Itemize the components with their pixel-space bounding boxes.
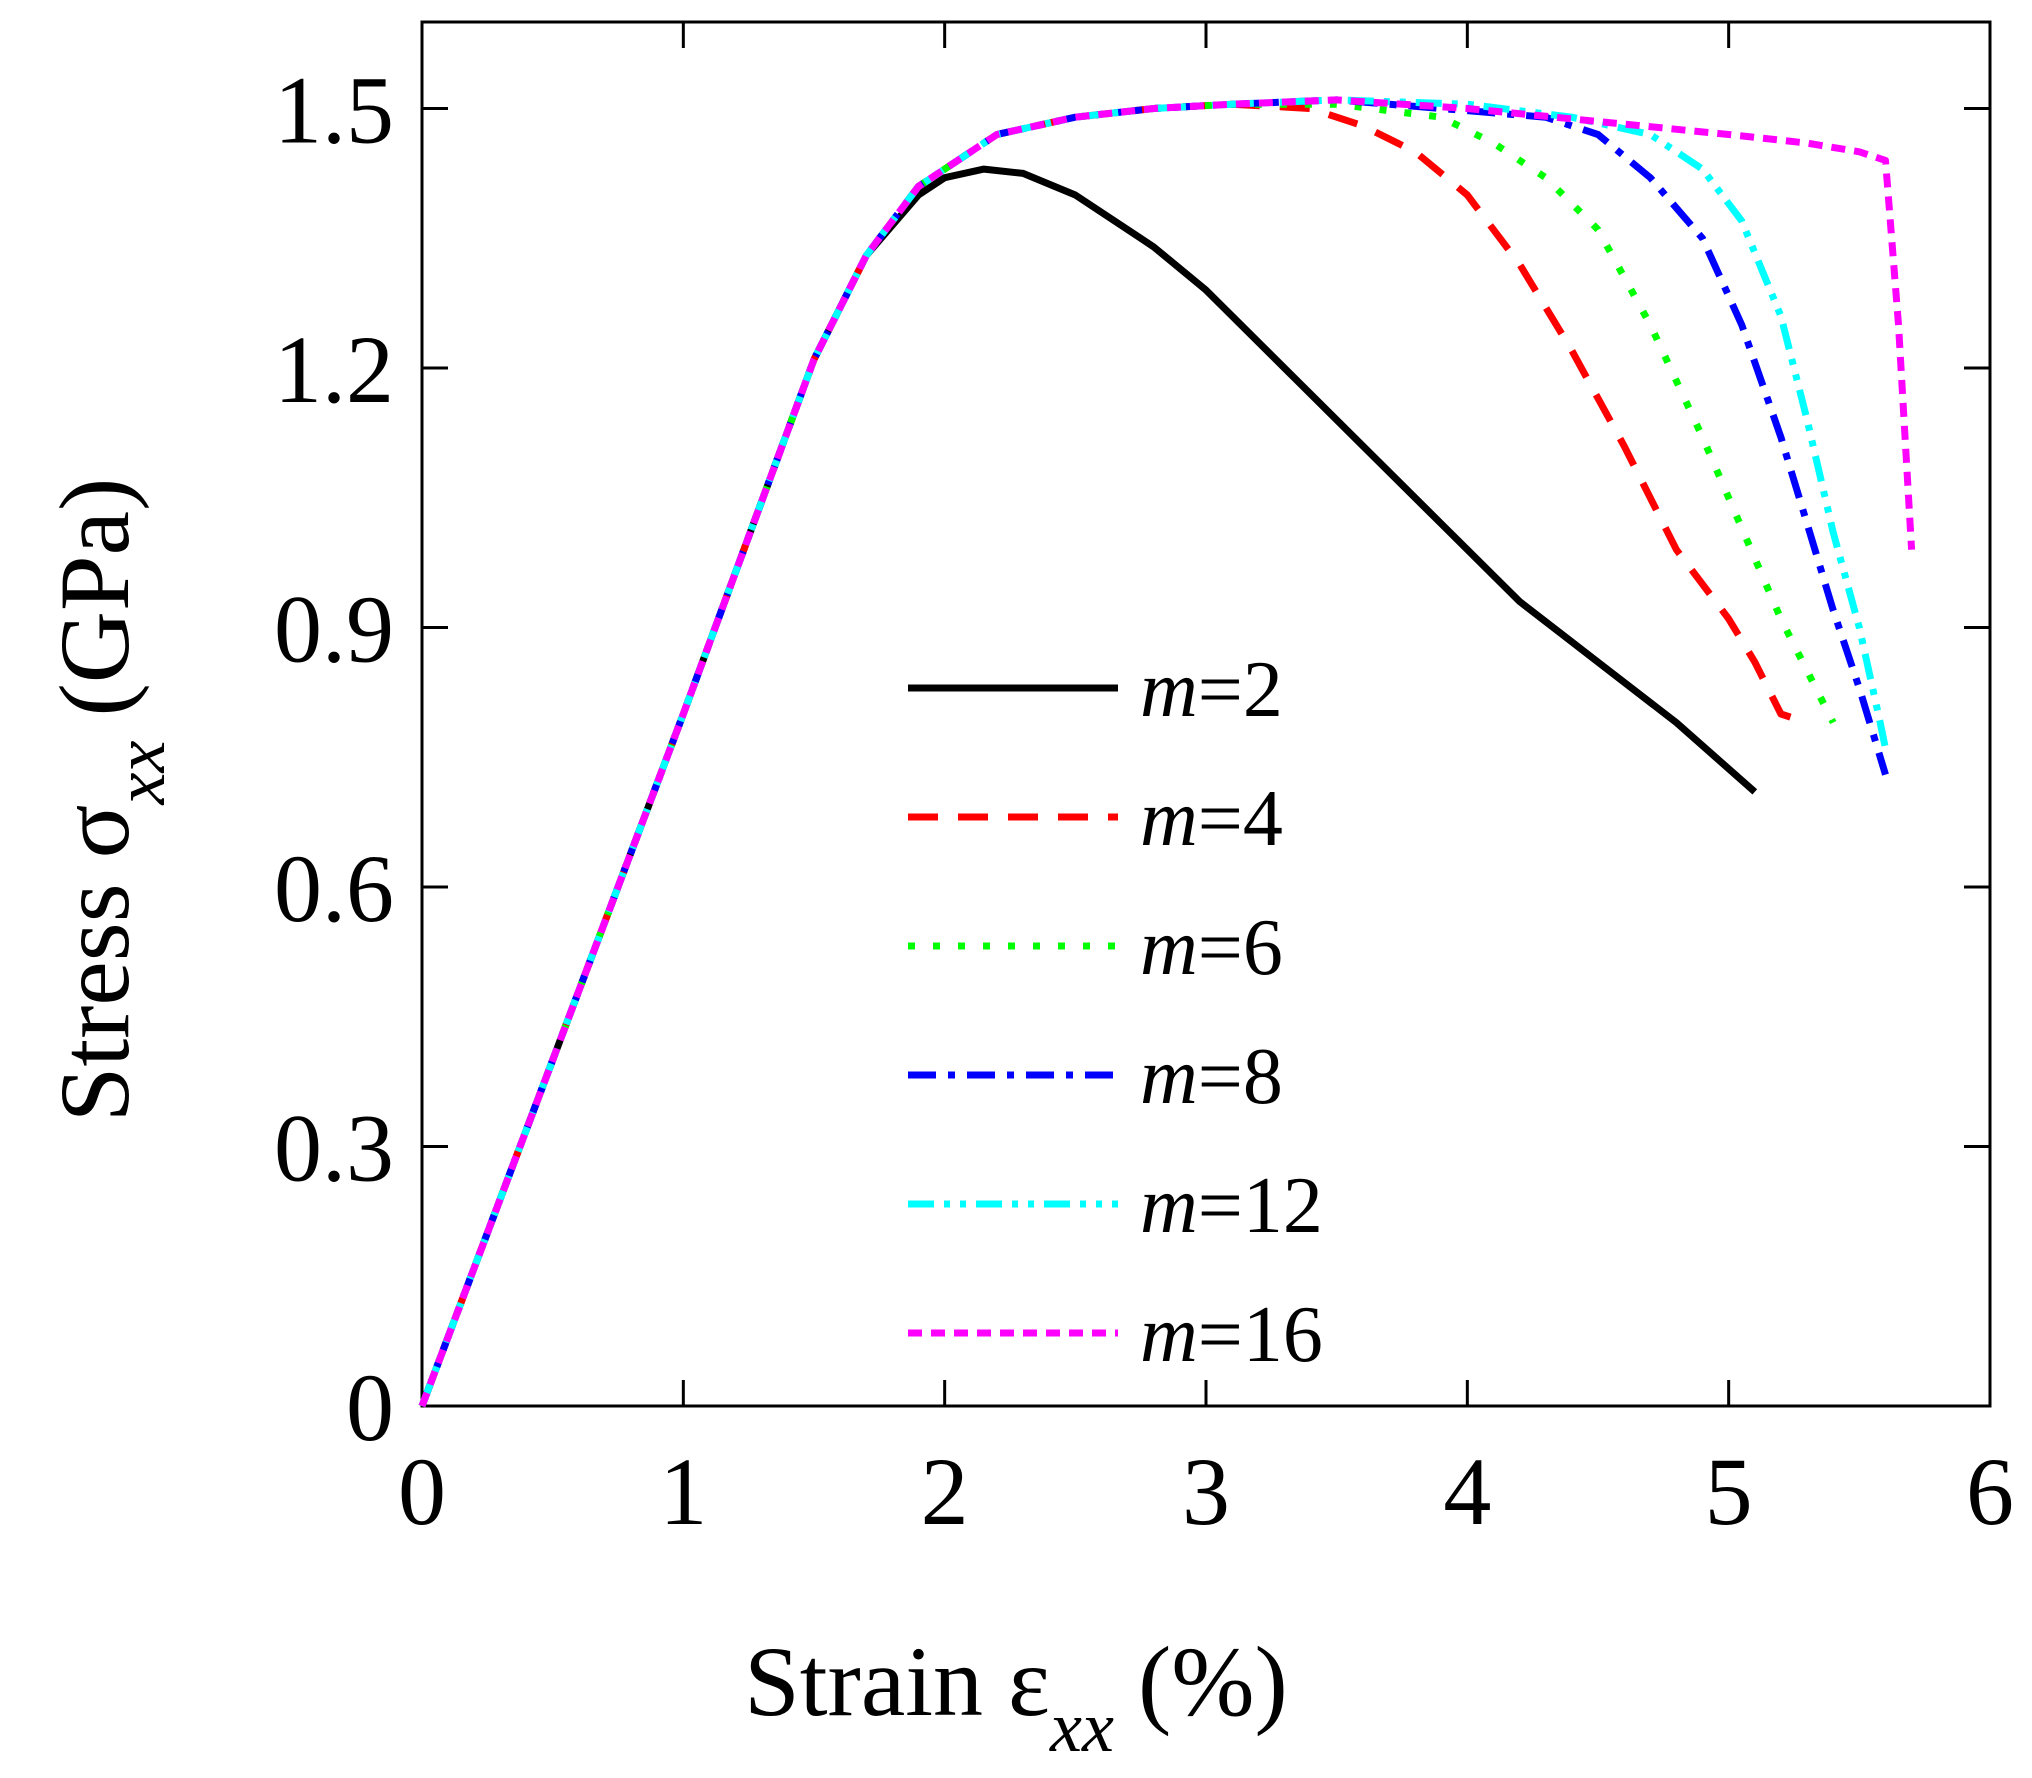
- axis-ticks-group: 0 1 2 3 4 5 6 0 0.3 0.6 0.9 1.2 1.5: [274, 22, 2014, 1545]
- y-axis-title-unit: (GPa): [39, 478, 150, 717]
- legend-label-2: m=4: [1140, 775, 1283, 863]
- legend-label-var: m: [1140, 1033, 1198, 1121]
- series-line-4: [418, 96, 1889, 1408]
- legend-label-var: m: [1140, 904, 1198, 992]
- x-axis-title-main: Strain ε: [744, 1626, 1050, 1737]
- legend-label-5: m=12: [1140, 1162, 1323, 1250]
- x-tick-label: 5: [1705, 1438, 1753, 1545]
- legend-label-value: =12: [1198, 1162, 1323, 1250]
- series-line-1: [418, 165, 1758, 1408]
- legend-label-value: =2: [1198, 646, 1283, 734]
- legend-label-value: =4: [1198, 775, 1283, 863]
- x-tick-label: 2: [921, 1438, 969, 1545]
- legend-label-var: m: [1140, 1162, 1198, 1250]
- x-axis-title-sub: xx: [1049, 1687, 1114, 1767]
- x-tick-label: 6: [1966, 1438, 2014, 1545]
- y-tick-label: 0: [346, 1354, 394, 1461]
- x-tick-label: 0: [398, 1438, 446, 1545]
- legend-label-value: =6: [1198, 904, 1283, 992]
- x-tick-label: 1: [659, 1438, 707, 1545]
- legend-label-value: =8: [1198, 1033, 1283, 1121]
- y-tick-label: 1.5: [274, 57, 394, 164]
- y-axis-title-main: Stress σ: [39, 804, 150, 1122]
- y-tick-label: 0.3: [274, 1095, 394, 1202]
- y-tick-label: 0.6: [274, 835, 394, 942]
- x-axis-title-unit: (%): [1138, 1626, 1288, 1737]
- series-line-3: [418, 100, 1837, 1408]
- legend-label-3: m=6: [1140, 904, 1283, 992]
- legend-label-var: m: [1140, 1291, 1198, 1379]
- y-axis-title-sub: xx: [100, 741, 180, 806]
- y-tick-label: 1.2: [274, 316, 394, 423]
- x-axis-title: Strain εxx (%): [744, 1626, 1288, 1767]
- legend-label-6: m=16: [1140, 1291, 1323, 1379]
- x-tick-label: 4: [1443, 1438, 1491, 1545]
- legend-label-4: m=8: [1140, 1033, 1283, 1121]
- legend: m=2m=4m=6m=8m=12m=16: [908, 646, 1323, 1379]
- legend-label-var: m: [1140, 775, 1198, 863]
- legend-label-value: =16: [1198, 1291, 1323, 1379]
- series-group: [418, 96, 1916, 1408]
- legend-label-var: m: [1140, 646, 1198, 734]
- x-tick-label: 3: [1182, 1438, 1230, 1545]
- series-line-2: [418, 100, 1809, 1408]
- legend-label-1: m=2: [1140, 646, 1283, 734]
- series-line-6: [418, 96, 1916, 1408]
- y-axis-title: Stress σxx (GPa): [39, 478, 180, 1123]
- y-tick-label: 0.9: [274, 576, 394, 683]
